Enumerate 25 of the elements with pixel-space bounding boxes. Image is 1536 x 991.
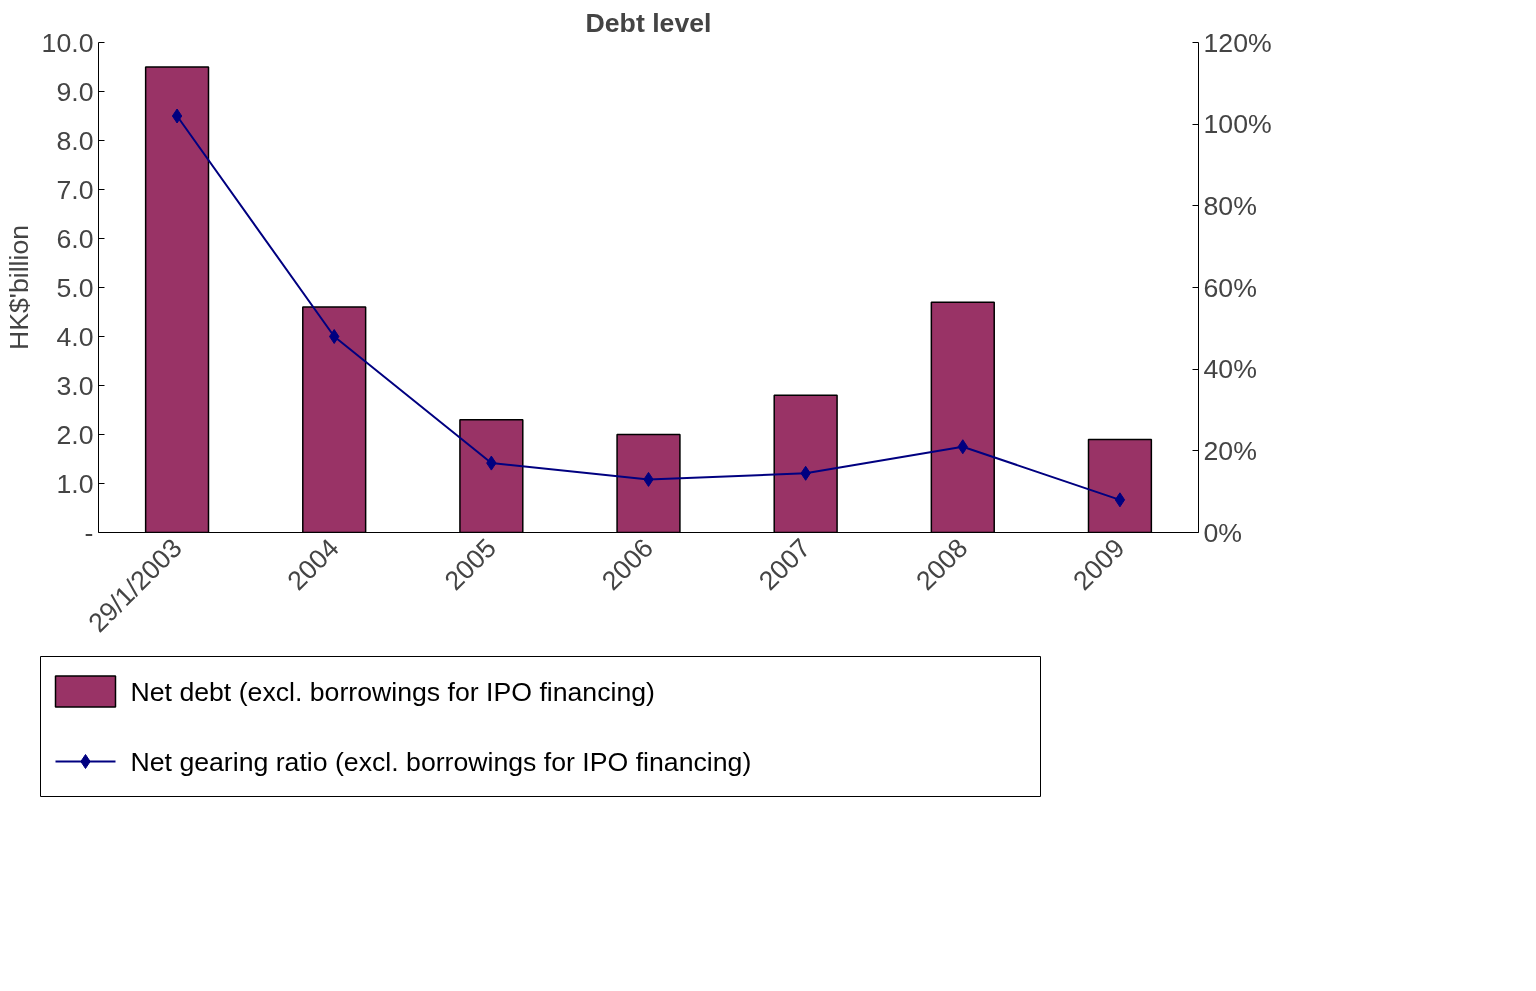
legend-label: Net gearing ratio (excl. borrowings for IPO financing) xyxy=(130,746,752,777)
y-tick-label: 4.0 xyxy=(56,321,94,352)
chart-title: Debt level xyxy=(585,7,712,38)
y-tick-label: 6.0 xyxy=(56,223,94,254)
y2-tick-label: 60% xyxy=(1203,272,1257,303)
y2-tick-label: 20% xyxy=(1203,435,1257,466)
point xyxy=(1114,492,1126,508)
y-tick-label: 2.0 xyxy=(56,419,94,450)
y-tick-label: 9.0 xyxy=(56,76,94,107)
y-tick-label: 5.0 xyxy=(56,272,94,303)
y-tick-label: 3.0 xyxy=(56,370,94,401)
y-tick-label: 8.0 xyxy=(56,125,94,156)
y2-tick-label: 100% xyxy=(1203,109,1272,140)
y2-tick-label: 80% xyxy=(1203,190,1257,221)
y-tick-label: 1.0 xyxy=(56,468,94,499)
y-tick-label: 10.0 xyxy=(41,27,94,58)
y-tick-label: - xyxy=(84,517,94,548)
y2-tick-label: 120% xyxy=(1203,27,1272,58)
y-axis-title: HK$'billion xyxy=(3,224,34,351)
y2-tick-label: 40% xyxy=(1203,354,1257,385)
legend-label: Net debt (excl. borrowings for IPO financing) xyxy=(130,676,655,707)
y-tick-label: 7.0 xyxy=(56,174,94,205)
y2-tick-label: 0% xyxy=(1203,517,1243,548)
point xyxy=(171,108,183,124)
point xyxy=(329,329,340,344)
